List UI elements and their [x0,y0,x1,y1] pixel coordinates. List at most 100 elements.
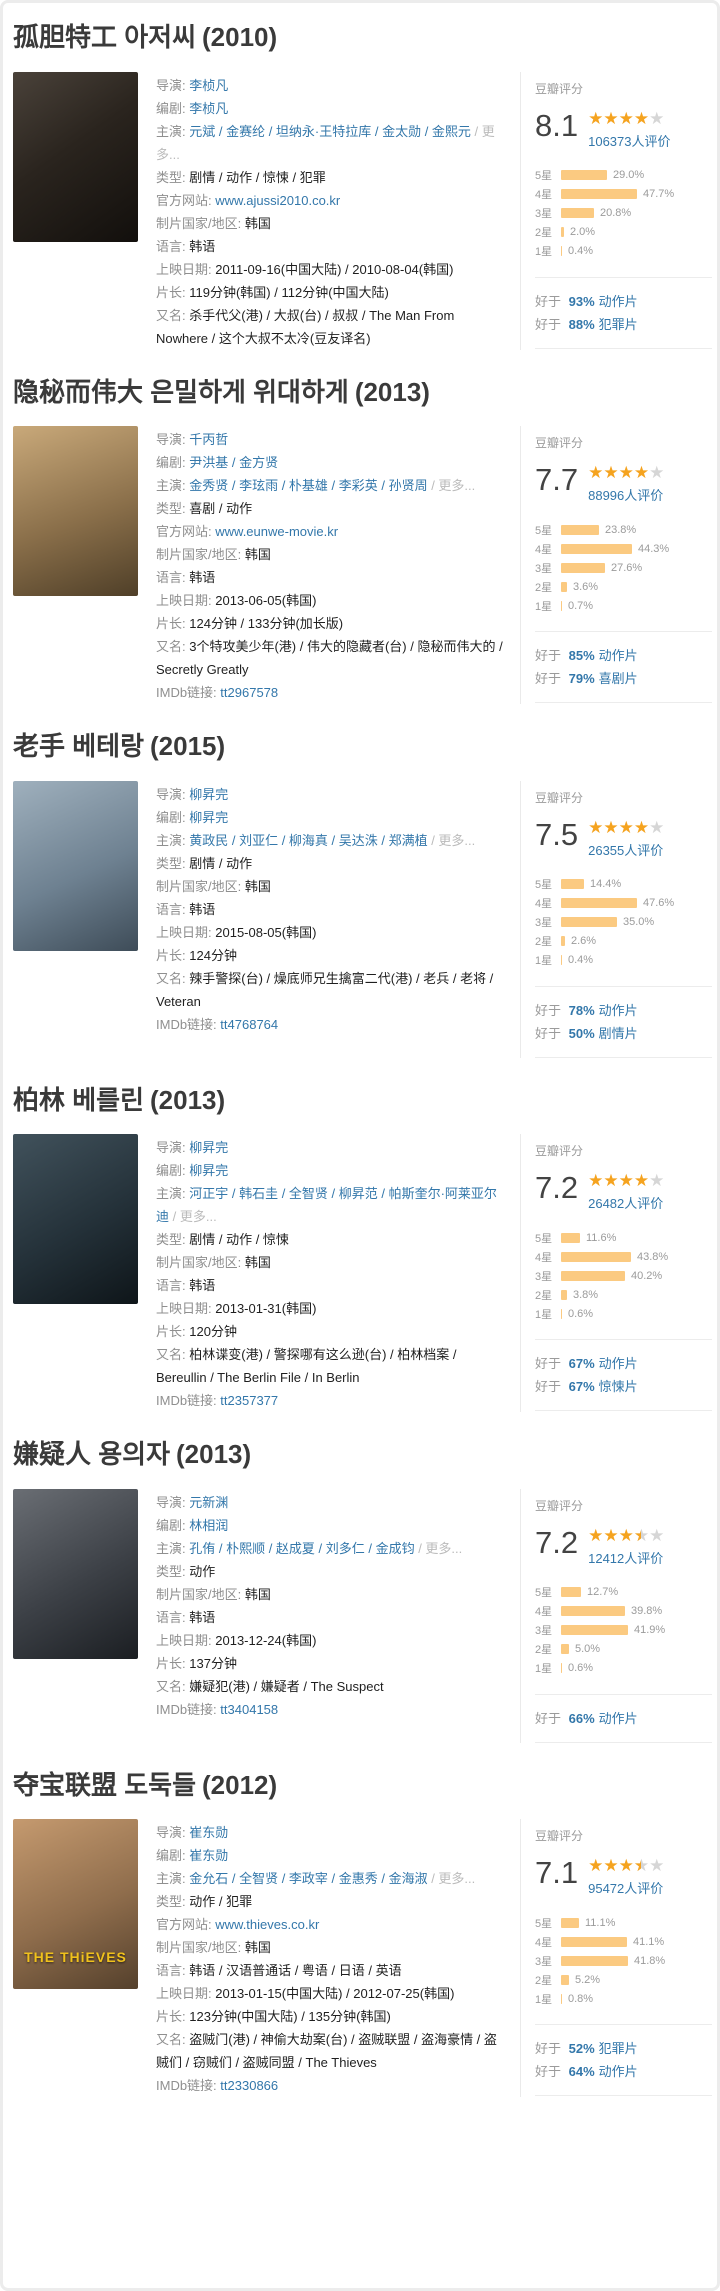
star-icon: ★ [618,817,634,837]
info-value[interactable]: www.ajussi2010.co.kr [215,192,341,208]
distribution-bar [561,1644,569,1654]
info-more-link[interactable]: / 更多... [156,123,495,162]
better-than-link[interactable]: 88% 犯罪片 [569,317,638,332]
info-value[interactable]: 金秀贤 / 李玹雨 / 朴基雄 / 李彩英 / 孙贤周 [189,478,428,493]
info-value[interactable]: www.eunwe-movie.kr [215,524,339,539]
info-more-link[interactable]: / 更多... [427,478,476,493]
distribution-row: 5星 14.4% [535,875,712,894]
info-value[interactable]: 孔侑 / 朴熙顺 / 赵成夏 / 刘多仁 / 金成钧 [189,1540,415,1556]
info-value[interactable]: tt2357377 [220,1393,279,1408]
info-value[interactable]: 黄政民 / 刘亚仁 / 柳海真 / 吴达洙 / 郑满植 [189,832,428,848]
info-more-link[interactable]: / 更多... [169,1209,217,1224]
star-level-label: 3星 [535,208,553,220]
info-value[interactable]: www.thieves.co.kr [215,1917,320,1932]
info-value[interactable]: 尹洪基 / 金方贤 [189,455,279,470]
info-value[interactable]: 千丙哲 [189,432,229,447]
distribution-bar [561,1308,562,1319]
rating-score: 7.2 [535,1170,579,1205]
info-label: 主演: [156,123,186,139]
info-label: IMDb链接: [156,1016,217,1032]
info-line: 制片国家/地区: 韩国 [156,1251,508,1274]
votes-link[interactable]: 26482人评价 [588,1193,664,1212]
rating-score: 7.5 [535,816,579,852]
better-than-link[interactable]: 50% 剧情片 [569,1026,638,1041]
distribution-bar [561,936,565,946]
better-than-section: 好于 85% 动作片 好于 79% 喜剧片 [535,631,712,703]
info-line: 制片国家/地区: 韩国 [156,875,508,898]
movie-poster[interactable] [13,1488,138,1659]
better-than-link[interactable]: 79% 喜剧片 [569,671,638,686]
info-value[interactable]: tt2967578 [220,685,279,700]
movie-poster[interactable]: THE THiEVES [13,1819,138,1989]
info-value[interactable]: 元新渊 [189,1494,229,1510]
info-label: 上映日期: [156,593,212,608]
info-value[interactable]: 李桢凡 [189,100,229,116]
distribution-row: 2星 3.6% [535,577,712,596]
better-than-link[interactable]: 78% 动作片 [569,1003,638,1018]
votes-count: 88996 [588,488,625,503]
info-value[interactable]: tt3404158 [220,1701,279,1717]
votes-link[interactable]: 88996人评价 [588,485,664,504]
votes-count: 95472 [588,1881,625,1896]
movie-poster[interactable] [13,1134,138,1304]
movie-poster[interactable] [13,780,138,951]
movie-poster[interactable] [13,426,138,596]
star-rating-icons: ★★★★★ [588,1171,664,1191]
info-value[interactable]: 柳昇完 [189,1163,229,1178]
star-icon: ★ [618,1171,634,1190]
info-line: 语言: 韩语 [156,1606,508,1629]
star-level-label: 2星 [535,581,553,594]
distribution-row: 3星 20.8% [535,204,712,223]
votes-link[interactable]: 95472人评价 [588,1878,664,1897]
movie-year: (2013) [175,1439,252,1469]
info-value[interactable]: tt2330866 [220,2078,279,2093]
distribution-bar [561,1625,628,1635]
distribution-percent: 20.8% [600,207,632,219]
better-than-percent: 50% [568,1025,595,1041]
info-line: 片长: 123分钟(中国大陆) / 135分钟(韩国) [156,2005,508,2028]
info-value[interactable]: 林相润 [189,1517,229,1533]
better-than-link[interactable]: 66% 动作片 [569,1711,638,1726]
better-than-link[interactable]: 64% 动作片 [569,2064,638,2079]
star-level-label: 1星 [535,246,553,258]
info-value[interactable]: 河正宇 / 韩石圭 / 全智贤 / 柳昇范 / 帕斯奎尔·阿莱亚尔迪 [156,1186,497,1224]
movie-poster[interactable] [13,71,138,242]
info-more-link[interactable]: / 更多... [427,1871,476,1886]
distribution-row: 4星 47.7% [535,185,712,204]
distribution-percent: 11.6% [586,1231,617,1244]
votes-link[interactable]: 26355人评价 [588,840,664,859]
distribution-percent: 2.6% [571,935,597,947]
better-than-link[interactable]: 67% 动作片 [569,1356,638,1371]
info-line: 语言: 韩语 [156,898,508,921]
info-value[interactable]: 元斌 / 金赛纶 / 坦纳永·王特拉库 / 金太勋 / 金熙元 [189,123,471,139]
better-than-link[interactable]: 52% 犯罪片 [569,2041,638,2056]
better-than-genre: 剧情片 [598,1025,638,1041]
better-than-link[interactable]: 93% 动作片 [569,294,638,309]
movie-title: 柏林 베를린 (2013) [13,1084,711,1117]
info-value[interactable]: 金允石 / 全智贤 / 李政宰 / 金惠秀 / 金海淑 [189,1871,428,1886]
info-line: 主演: 黄政民 / 刘亚仁 / 柳海真 / 吴达洙 / 郑满植 / 更多... [156,829,508,852]
info-value: 137分钟 [189,1655,237,1671]
votes-link[interactable]: 106373人评价 [588,131,670,150]
info-more-link[interactable]: / 更多... [414,1540,463,1556]
better-than-percent: 88% [568,316,595,332]
better-than-link[interactable]: 67% 惊悚片 [569,1379,638,1394]
star-icon: ★ [588,108,604,128]
distribution-row: 4星 43.8% [535,1247,712,1266]
info-value[interactable]: tt4768764 [220,1016,279,1032]
info-value[interactable]: 柳昇完 [189,1140,229,1155]
votes-link[interactable]: 12412人评价 [588,1548,664,1567]
star-level-label: 2星 [535,227,553,239]
info-value[interactable]: 崔东勋 [189,1848,229,1863]
info-value[interactable]: 崔东勋 [189,1825,229,1840]
info-line: 官方网站: www.eunwe-movie.kr [156,520,508,543]
info-value[interactable]: 柳昇完 [189,786,229,802]
info-value[interactable]: 柳昇完 [189,809,229,825]
info-more-link[interactable]: / 更多... [427,832,476,848]
info-value[interactable]: 李桢凡 [189,77,229,93]
info-value: 3个特攻美少年(港) / 伟大的隐藏者(台) / 隐秘而伟大的 / Secret… [156,639,503,677]
better-than-link[interactable]: 85% 动作片 [569,648,638,663]
info-line: 编剧: 柳昇完 [156,1159,508,1182]
rating-score: 8.1 [535,107,579,143]
info-value: 韩国 [244,1255,271,1270]
